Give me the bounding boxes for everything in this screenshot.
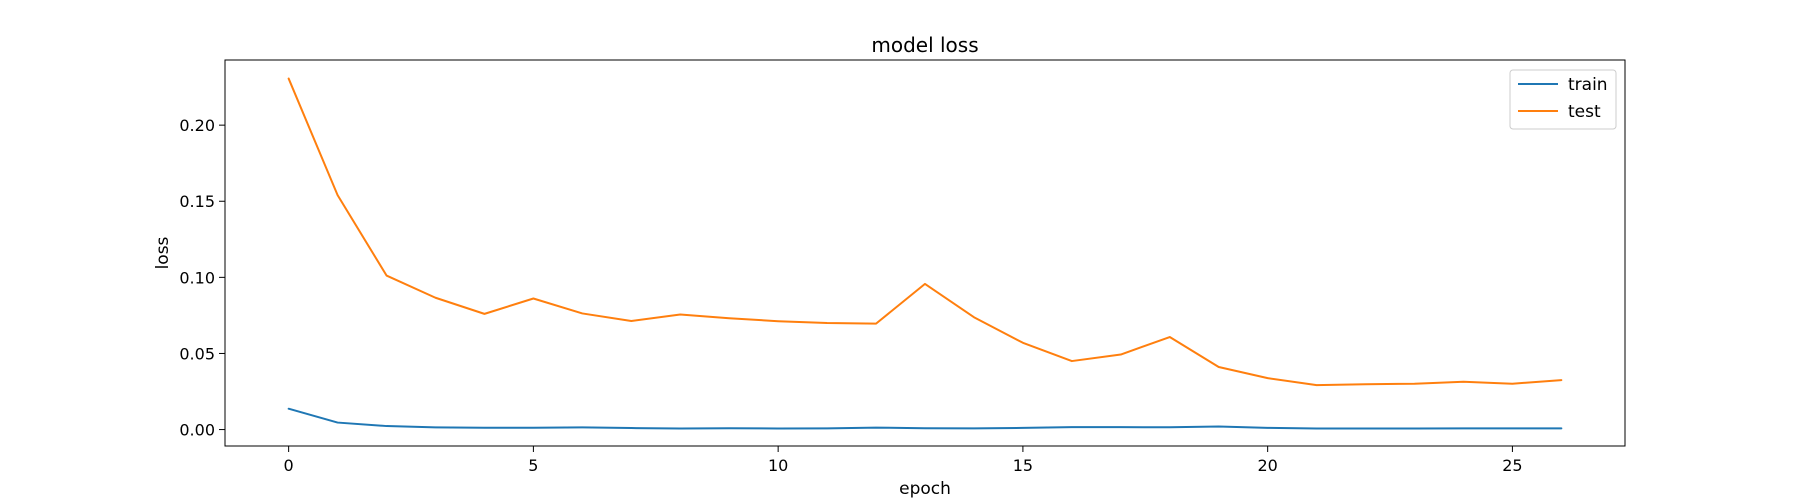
series-line-test xyxy=(287,77,1563,387)
x-tick-label: 15 xyxy=(1013,456,1033,475)
y-tick-label: 0.00 xyxy=(179,421,215,440)
x-axis-label: epoch xyxy=(899,479,951,499)
chart-title: model loss xyxy=(871,33,978,57)
legend-label-train: train xyxy=(1568,75,1608,95)
y-axis: 0.00 0.05 0.10 0.15 0.20 xyxy=(179,116,225,440)
x-axis: 0 5 10 15 20 25 xyxy=(284,446,1523,475)
y-tick-label: 0.05 xyxy=(179,344,215,363)
y-tick-label: 0.10 xyxy=(179,268,215,287)
y-tick-label: 0.15 xyxy=(179,192,215,211)
y-tick-label: 0.20 xyxy=(179,116,215,135)
x-tick-label: 20 xyxy=(1257,456,1277,475)
legend-label-test: test xyxy=(1568,102,1601,122)
plot-frame xyxy=(224,59,1626,447)
series-line-train xyxy=(287,407,1563,430)
x-tick-label: 25 xyxy=(1502,456,1522,475)
y-axis-label: loss xyxy=(153,236,173,269)
series-group xyxy=(287,77,1563,430)
x-tick-label: 5 xyxy=(528,456,538,475)
x-tick-label: 0 xyxy=(284,456,294,475)
x-tick-label: 10 xyxy=(768,456,788,475)
legend: train test xyxy=(1509,69,1617,130)
